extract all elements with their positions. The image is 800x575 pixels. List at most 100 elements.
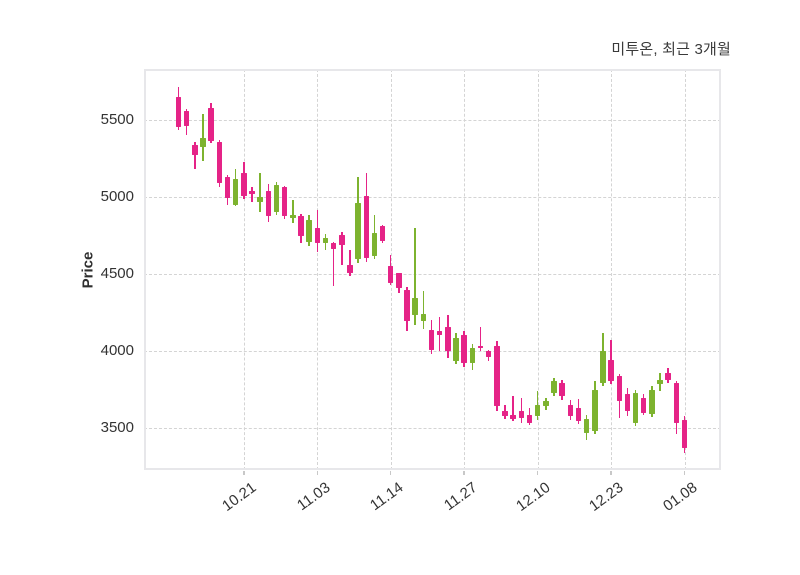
x-tick-mark [610,471,612,475]
x-tick-label: 01.08 [660,479,701,515]
candle-body [681,419,688,448]
candle-body [592,389,598,432]
candle-body [216,141,223,184]
candle-body [649,389,655,415]
candle-body [616,375,622,402]
candle-body [232,178,239,205]
candle-body [485,351,492,358]
gridline-vertical [684,69,686,470]
candle-wick [422,291,425,329]
candle-body [632,392,639,423]
x-tick-label: 10.21 [219,479,260,515]
candle-body [575,407,582,422]
chart-title: 미투온, 최근 3개월 [611,41,731,58]
candle-body [567,404,573,417]
candle-body [502,411,508,416]
candle-body [453,338,459,362]
y-tick-label: 4500 [100,265,134,283]
candle-body [469,348,476,363]
candle-wick [479,326,482,352]
candle-body [420,313,427,322]
candle-body [624,394,631,412]
candle-body [273,185,280,212]
y-tick-label: 5500 [100,110,134,128]
candle-body [657,379,663,385]
x-tick-label: 12.23 [586,479,627,515]
candle-body [665,372,671,380]
candle-body [281,187,288,217]
x-tick-label: 11.14 [367,479,407,515]
candle-body [249,190,255,194]
candle-wick [194,141,196,169]
candle-wick [292,200,294,224]
x-tick-mark [683,471,686,475]
candle-body [290,214,296,218]
gridline-vertical [317,69,319,470]
candle-body [543,401,549,406]
gridline-horizontal [144,197,721,198]
candle-body [551,381,557,393]
candle-body [526,415,533,423]
candle-body [175,96,182,127]
candle-body [387,266,394,284]
candle-wick [251,187,253,202]
candle-body [445,326,451,352]
candle-body [330,243,337,250]
candle-body [559,382,565,396]
candle-wick [202,113,204,162]
candle-body [518,411,524,418]
candle-body [183,111,190,127]
candle-body [355,203,361,260]
gridline-vertical [611,69,612,470]
candle-body [494,345,500,406]
candle-body [583,419,590,433]
candle-body [640,398,647,413]
candle-wick [332,241,335,287]
candle-body [461,335,467,363]
y-tick-label: 4000 [100,342,134,360]
x-tick-mark [316,471,318,475]
candle-body [208,107,214,142]
y-tick-label: 5000 [100,188,134,205]
candle-body [396,273,402,289]
candle-body [314,227,320,244]
x-tick-mark [243,471,245,475]
candle-body [298,216,304,237]
gridline-vertical [464,69,466,470]
candle-body [347,264,353,274]
gridline-vertical [243,69,245,470]
candle-body [673,382,680,423]
x-tick-label: 11.03 [293,479,334,515]
candle-body [534,404,541,417]
gridline-horizontal [144,274,721,276]
candle-wick [259,173,261,212]
y-tick-label: 3500 [100,419,134,437]
candle-wick [414,227,416,326]
gridline-horizontal [144,351,721,353]
candle-body [600,351,606,383]
x-tick-mark [389,471,392,475]
candle-body [339,234,345,245]
candle-body [371,233,378,257]
candle-body [428,329,435,350]
gridline-vertical [537,69,539,470]
candle-body [257,197,263,202]
x-tick-mark [536,471,539,475]
candle-body [192,144,198,155]
candle-body [306,220,312,242]
candle-body [379,226,386,241]
candle-body [477,345,484,349]
gridline-horizontal [144,119,721,121]
candle-wick [349,250,351,277]
candle-wick [512,396,514,422]
plot-area [144,69,721,470]
candle-body [241,173,247,197]
candle-wick [341,231,343,265]
candle-body [363,196,369,258]
candle-wick [520,398,522,423]
x-tick-label: 12.10 [513,479,554,515]
candle-body [200,138,206,147]
candle-body [265,190,271,217]
gridline-horizontal [144,428,721,430]
